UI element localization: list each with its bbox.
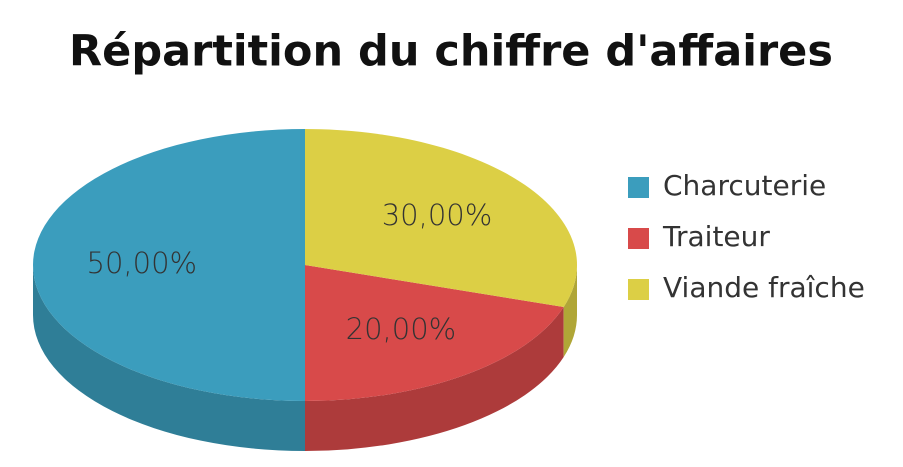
value-label: 30,00% [382, 198, 493, 232]
legend-swatch [628, 279, 649, 300]
slice-side [33, 265, 305, 451]
slice [305, 265, 564, 401]
slice-side [563, 265, 577, 358]
value-label: 50,00% [87, 246, 198, 280]
legend-swatch [628, 228, 649, 249]
legend-swatch [628, 177, 649, 198]
value-label: 20,00% [346, 312, 457, 346]
legend-label: Charcuterie [663, 169, 826, 202]
slice [33, 129, 305, 401]
slice-side [305, 307, 564, 451]
chart-title: Répartition du chiffre d'affaires [69, 27, 833, 77]
legend-label: Viande fraîche [663, 271, 865, 304]
slice [305, 129, 577, 308]
legend-label: Traiteur [662, 220, 770, 253]
